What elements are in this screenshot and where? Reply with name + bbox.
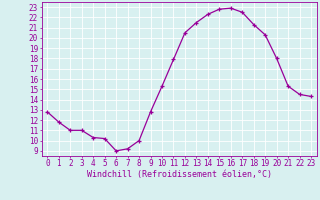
- X-axis label: Windchill (Refroidissement éolien,°C): Windchill (Refroidissement éolien,°C): [87, 170, 272, 179]
